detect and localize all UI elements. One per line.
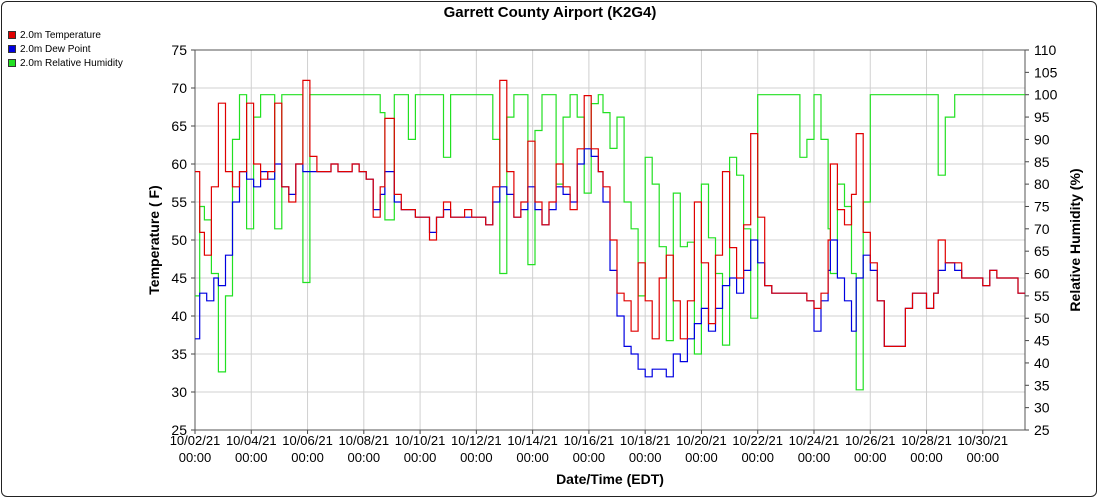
x-tick-label-date: 10/02/21 <box>170 433 221 448</box>
legend-swatch-relative-humidity <box>8 59 16 67</box>
y2-tick-label: 50 <box>1034 310 1050 326</box>
y2-tick-label: 95 <box>1034 109 1050 125</box>
y2-tick-label: 30 <box>1034 400 1050 416</box>
y-tick-label: 45 <box>171 270 187 286</box>
y2-tick-label: 45 <box>1034 333 1050 349</box>
x-tick-label-time: 00:00 <box>741 450 774 465</box>
x-tick-label-date: 10/08/21 <box>339 433 390 448</box>
x-tick-label-time: 00:00 <box>854 450 887 465</box>
legend-label-temperature: 2.0m Temperature <box>20 29 101 41</box>
x-tick-label-time: 00:00 <box>179 450 212 465</box>
legend-item-temperature: 2.0m Temperature <box>8 28 123 42</box>
x-tick-label-date: 10/28/21 <box>901 433 952 448</box>
y2-tick-label: 25 <box>1034 422 1050 438</box>
legend-label-dew-point: 2.0m Dew Point <box>20 43 91 55</box>
x-tick-label-date: 10/04/21 <box>226 433 277 448</box>
y-tick-label: 65 <box>171 118 187 134</box>
x-tick-label-date: 10/10/21 <box>395 433 446 448</box>
y2-tick-label: 60 <box>1034 266 1050 282</box>
x-tick-label-date: 10/22/21 <box>732 433 783 448</box>
x-tick-label-date: 10/20/21 <box>676 433 727 448</box>
plot-border <box>194 49 1026 431</box>
x-tick-label-time: 00:00 <box>798 450 831 465</box>
y-tick-label: 40 <box>171 308 187 324</box>
chart-legend: 2.0m Temperature 2.0m Dew Point 2.0m Rel… <box>8 28 123 70</box>
x-tick-label-date: 10/26/21 <box>845 433 896 448</box>
x-tick-label-time: 00:00 <box>516 450 549 465</box>
y2-tick-label: 85 <box>1034 154 1050 170</box>
x-tick-label-time: 00:00 <box>629 450 662 465</box>
x-tick-label-date: 10/14/21 <box>507 433 558 448</box>
x-tick-label-date: 10/06/21 <box>282 433 333 448</box>
chart-title: Garrett County Airport (K2G4) <box>443 4 657 21</box>
x-tick-label-time: 00:00 <box>348 450 381 465</box>
y2-axis-label: Relative Humidity (%) <box>1067 168 1083 311</box>
x-tick-label-date: 10/30/21 <box>957 433 1008 448</box>
x-tick-label-date: 10/12/21 <box>451 433 502 448</box>
y2-tick-label: 90 <box>1034 131 1050 147</box>
y2-tick-label: 105 <box>1034 64 1058 80</box>
series-line-2-0m-relative-humidity <box>195 94 1025 391</box>
legend-item-relative-humidity: 2.0m Relative Humidity <box>8 56 123 70</box>
series-line-2-0m-temperature <box>195 79 1025 347</box>
x-axis-label: Date/Time (EDT) <box>556 471 664 487</box>
y-tick-label: 75 <box>171 42 187 58</box>
legend-swatch-dew-point <box>8 45 16 53</box>
y2-tick-label: 80 <box>1034 176 1050 192</box>
y2-tick-label: 65 <box>1034 243 1050 259</box>
x-tick-label-time: 00:00 <box>685 450 718 465</box>
x-tick-label-time: 00:00 <box>291 450 324 465</box>
y-tick-label: 50 <box>171 232 187 248</box>
x-tick-label-time: 00:00 <box>235 450 268 465</box>
y2-tick-label: 70 <box>1034 221 1050 237</box>
x-tick-label-time: 00:00 <box>460 450 493 465</box>
y2-tick-label: 35 <box>1034 377 1050 393</box>
x-tick-label-time: 00:00 <box>573 450 606 465</box>
x-tick-label-time: 00:00 <box>967 450 1000 465</box>
y-tick-label: 60 <box>171 156 187 172</box>
x-tick-label-date: 10/16/21 <box>564 433 615 448</box>
y2-tick-label: 55 <box>1034 288 1050 304</box>
x-tick-label-date: 10/18/21 <box>620 433 671 448</box>
legend-swatch-temperature <box>8 31 16 39</box>
y2-tick-label: 100 <box>1034 87 1058 103</box>
x-tick-label-time: 00:00 <box>404 450 437 465</box>
y-tick-label: 35 <box>171 346 187 362</box>
y-axis-label: Temperature ( F) <box>146 185 162 294</box>
x-tick-label-date: 10/24/21 <box>789 433 840 448</box>
y-tick-label: 25 <box>171 422 187 438</box>
x-tick-label-time: 00:00 <box>910 450 943 465</box>
legend-label-relative-humidity: 2.0m Relative Humidity <box>20 57 123 69</box>
y2-tick-label: 110 <box>1034 42 1057 58</box>
y2-tick-label: 40 <box>1034 355 1050 371</box>
legend-item-dew-point: 2.0m Dew Point <box>8 42 123 56</box>
y2-tick-label: 75 <box>1034 198 1050 214</box>
y-tick-label: 30 <box>171 384 187 400</box>
y-tick-label: 55 <box>171 194 187 210</box>
y-tick-label: 70 <box>171 80 187 96</box>
